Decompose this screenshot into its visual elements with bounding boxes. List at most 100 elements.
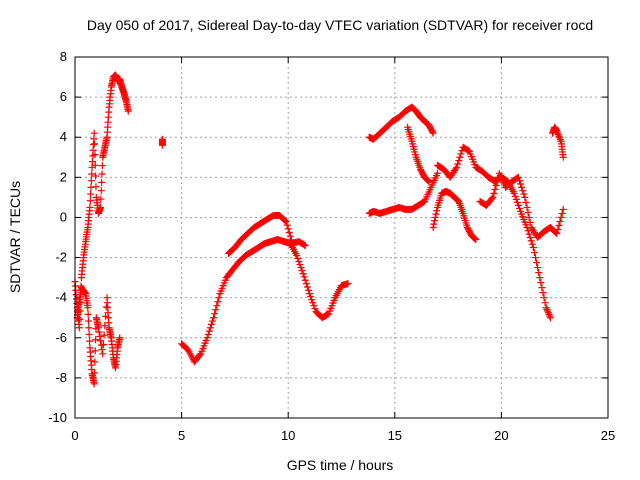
series-late-lower <box>365 169 441 217</box>
data-point <box>428 128 436 136</box>
data-point <box>85 317 93 325</box>
series-right-c <box>476 169 567 241</box>
data-point <box>456 153 464 161</box>
data-point <box>303 283 311 291</box>
data-point <box>429 223 437 231</box>
data-point <box>544 307 552 315</box>
data-point <box>284 225 292 233</box>
data-point <box>526 234 534 241</box>
data-point <box>300 273 308 281</box>
data-point <box>214 298 222 306</box>
data-point <box>85 330 93 338</box>
data-point <box>553 127 561 135</box>
data-point <box>431 213 439 221</box>
data-point <box>532 254 540 262</box>
data-point <box>84 304 92 312</box>
data-point <box>98 162 106 170</box>
data-point <box>540 294 548 302</box>
data-point <box>215 294 223 302</box>
data-point <box>557 213 565 221</box>
data-point <box>432 210 440 218</box>
data-point <box>81 289 89 297</box>
y-tick-label: 8 <box>60 49 67 64</box>
data-point <box>543 305 551 313</box>
data-point <box>307 293 315 301</box>
y-tick-label: -8 <box>55 370 67 385</box>
x-axis-label: GPS time / hours <box>287 457 394 473</box>
data-point <box>542 304 550 312</box>
data-point <box>530 249 538 257</box>
data-point <box>470 234 478 242</box>
data-point <box>546 314 554 322</box>
series-mid-lower <box>178 236 352 366</box>
data-point <box>90 380 98 388</box>
y-tick-label: -4 <box>55 290 67 305</box>
data-point <box>555 221 563 229</box>
data-point <box>84 310 92 318</box>
plot-frame <box>74 56 609 419</box>
data-point <box>86 197 94 205</box>
series-drop-curve <box>404 123 433 185</box>
data-point <box>281 216 289 224</box>
data-point <box>518 183 526 191</box>
data-point <box>304 286 312 294</box>
data-point <box>534 264 542 272</box>
data-point <box>488 195 496 203</box>
series-far-right <box>549 123 567 161</box>
axes-ticks: 0 5 10 15 20 25 -10 -8 -6 -4 -2 0 2 4 6 8 <box>48 49 615 443</box>
data-point <box>86 203 94 211</box>
data-point <box>295 258 303 266</box>
data-point <box>98 345 106 353</box>
series-mid-upper <box>225 211 309 258</box>
data-point <box>91 369 99 377</box>
series-early-left <box>71 71 132 332</box>
data-point <box>99 350 107 358</box>
data-point <box>526 218 534 226</box>
data-point <box>158 141 166 149</box>
data-point <box>455 157 463 165</box>
data-point <box>431 217 439 225</box>
data-point <box>521 193 529 201</box>
data-point <box>537 279 545 287</box>
y-tick-label: 4 <box>60 129 67 144</box>
data-point <box>490 189 498 197</box>
data-point <box>95 328 103 336</box>
data-point <box>512 195 520 203</box>
data-point <box>213 302 221 310</box>
data-point <box>209 317 217 325</box>
x-tick-label: 5 <box>178 428 185 443</box>
data-point <box>206 324 214 332</box>
x-tick-label: 0 <box>71 428 78 443</box>
data-point <box>523 203 531 211</box>
data-point <box>91 151 99 159</box>
data-point <box>308 296 316 304</box>
data-point <box>282 217 290 225</box>
data-point <box>86 337 94 345</box>
data-point <box>519 187 527 195</box>
data-point <box>454 160 462 168</box>
data-point <box>556 136 564 144</box>
data-point <box>207 320 215 328</box>
data-point <box>309 299 317 307</box>
data-point <box>97 187 105 195</box>
data-point <box>211 310 219 318</box>
data-point <box>212 306 220 314</box>
data-point <box>522 198 530 206</box>
data-point <box>525 230 533 238</box>
data-point <box>87 190 95 198</box>
data-point <box>556 134 564 142</box>
y-tick-label: 0 <box>60 209 67 224</box>
data-point <box>204 330 212 338</box>
y-tick-label: -2 <box>55 250 67 265</box>
data-point <box>91 140 99 148</box>
y-tick-label: -10 <box>48 410 67 425</box>
data-point <box>87 177 95 185</box>
data-point <box>554 131 562 139</box>
data-point <box>87 183 95 191</box>
data-point <box>433 169 441 177</box>
data-point <box>429 129 437 137</box>
data-point <box>91 358 99 366</box>
data-point <box>471 235 479 243</box>
data-point <box>98 170 106 178</box>
data-point <box>544 309 552 317</box>
